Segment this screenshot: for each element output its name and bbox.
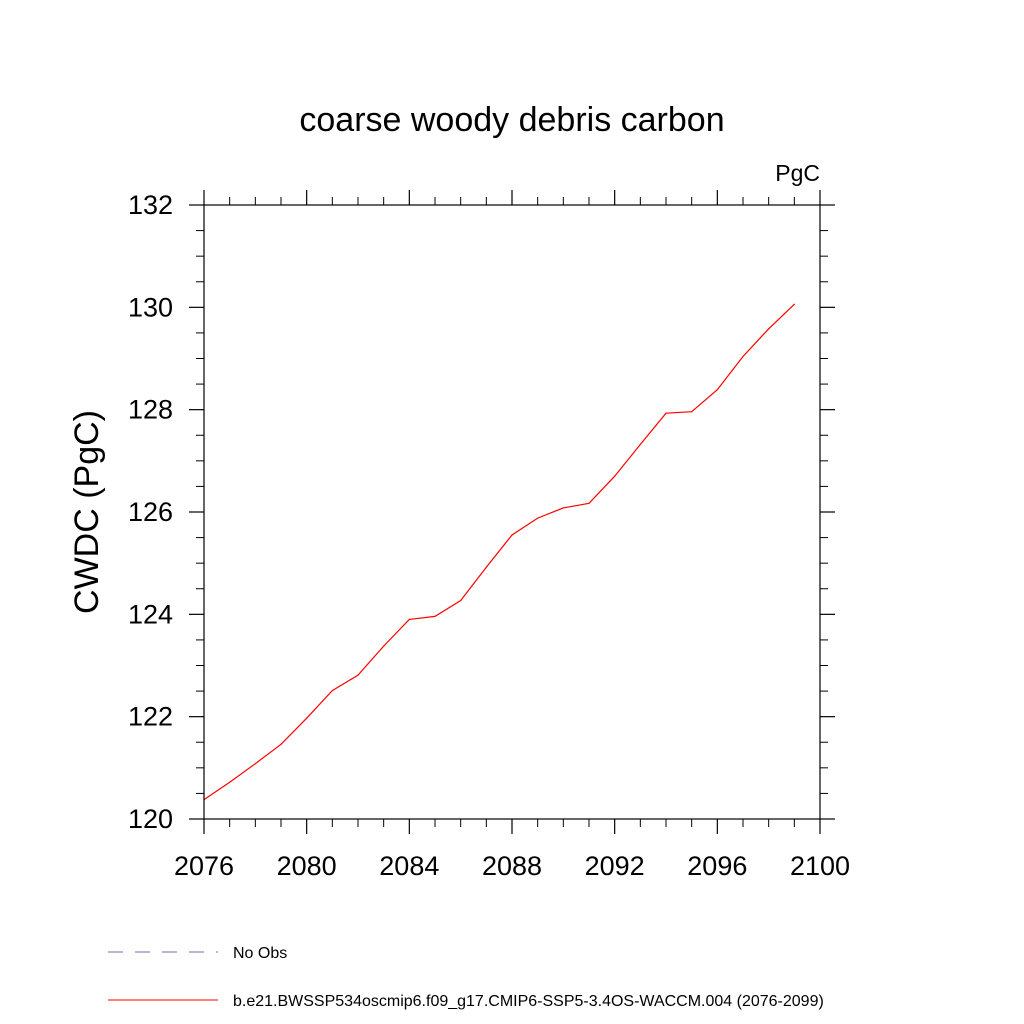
data-point xyxy=(562,507,564,509)
data-point xyxy=(639,443,641,446)
units-label: PgC xyxy=(775,160,820,186)
data-point xyxy=(280,743,282,745)
y-tick-label: 130 xyxy=(128,292,173,322)
data-point xyxy=(460,599,462,602)
y-axis-label: CWDC (PgC) xyxy=(68,410,106,614)
x-tick-label: 2092 xyxy=(585,851,645,881)
data-point xyxy=(511,534,513,536)
x-tick-label: 2096 xyxy=(687,851,747,881)
data-point xyxy=(383,645,385,647)
data-point xyxy=(408,618,410,621)
data-point xyxy=(742,355,744,358)
plot-frame xyxy=(203,204,821,820)
data-point xyxy=(588,502,590,504)
legend-label: b.e21.BWSSP534oscmip6.f09_g17.CMIP6-SSP5… xyxy=(233,993,824,1010)
data-point xyxy=(229,781,231,783)
data-point xyxy=(716,389,718,391)
y-tick-label: 124 xyxy=(128,599,173,629)
y-tick-label: 128 xyxy=(128,395,173,425)
data-point xyxy=(331,689,333,692)
x-tick-label: 2080 xyxy=(277,851,337,881)
x-tick-label: 2100 xyxy=(790,851,850,881)
data-point xyxy=(665,412,667,414)
x-tick-label: 2084 xyxy=(379,851,439,881)
data-point xyxy=(768,328,770,330)
y-tick-label: 132 xyxy=(128,190,173,220)
legend-label: No Obs xyxy=(233,945,287,962)
data-point xyxy=(357,674,359,676)
series-layer xyxy=(203,303,795,801)
y-tick-labels: 120 122 124 126 128 130 132 xyxy=(128,190,173,834)
data-point xyxy=(793,303,795,305)
y-tick-label: 122 xyxy=(128,702,173,732)
y-tick-label: 126 xyxy=(128,497,173,527)
axis-ticks xyxy=(189,190,835,834)
data-point xyxy=(537,517,539,519)
data-point xyxy=(306,717,308,719)
data-point xyxy=(434,615,436,617)
data-point xyxy=(691,411,693,413)
data-point xyxy=(254,763,256,765)
chart-title: coarse woody debris carbon xyxy=(299,101,724,139)
data-point xyxy=(614,475,616,477)
x-tick-label: 2088 xyxy=(482,851,542,881)
data-point xyxy=(485,566,487,568)
series-line-1 xyxy=(203,303,795,801)
legend: No Obs b.e21.BWSSP534oscmip6.f09_g17.CMIP… xyxy=(108,945,824,1010)
x-tick-label: 2076 xyxy=(174,851,234,881)
x-tick-labels: 2076 2080 2084 2088 2092 2096 2100 xyxy=(174,851,850,881)
y-tick-label: 120 xyxy=(128,804,173,834)
